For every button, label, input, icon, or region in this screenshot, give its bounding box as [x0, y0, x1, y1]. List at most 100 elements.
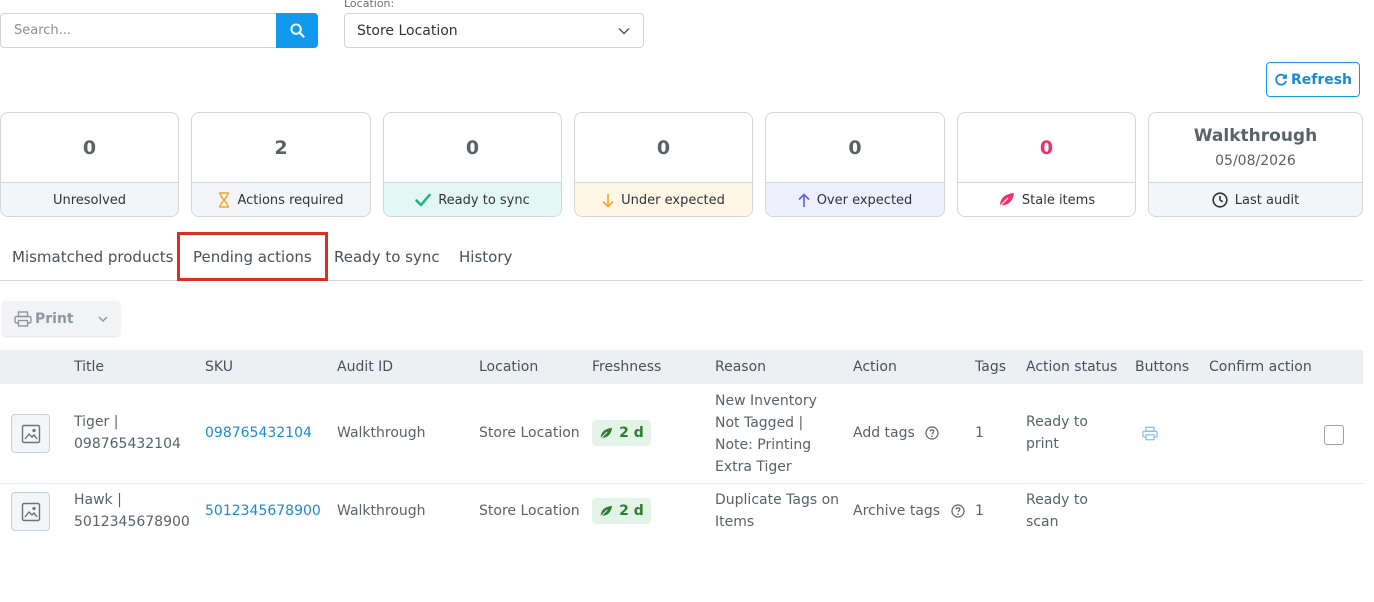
tab-pending-actions[interactable]: Pending actions — [177, 232, 328, 281]
product-title: Tiger | 098765432104 — [74, 411, 181, 455]
chevron-down-icon — [618, 27, 630, 35]
stat-card-ready-to-sync[interactable]: 0 Ready to sync — [383, 112, 562, 217]
tab-ready-to-sync[interactable]: Ready to sync — [334, 247, 440, 266]
reason-line: Not Tagged | — [715, 415, 804, 431]
check-icon — [415, 193, 431, 207]
action-status: Ready to print — [1026, 411, 1088, 455]
reason-line: Note: Printing — [715, 437, 812, 453]
table-header: Title SKU Audit ID Location Freshness Re… — [0, 350, 1363, 384]
action-cell: Add tags — [853, 422, 939, 444]
stat-value: 0 — [656, 136, 671, 159]
image-icon — [21, 502, 40, 521]
column-header-sku[interactable]: SKU — [205, 359, 233, 375]
stat-value: 0 — [465, 136, 480, 159]
freshness-value: 2 d — [619, 425, 644, 441]
action-status: Ready to scan — [1026, 489, 1088, 533]
stat-footer: Ready to sync — [384, 182, 561, 216]
search-bar — [0, 13, 318, 48]
column-header-buttons: Buttons — [1135, 359, 1190, 375]
table-row: Tiger | 098765432104 098765432104 Walkth… — [0, 384, 1363, 484]
action-label: Add tags — [853, 425, 915, 441]
search-icon — [289, 23, 305, 38]
column-header-action[interactable]: Action — [853, 359, 897, 375]
refresh-button[interactable]: Refresh — [1266, 62, 1360, 97]
tab-bar: Mismatched products Pending actions Read… — [0, 232, 1363, 281]
help-icon[interactable] — [925, 426, 939, 440]
location-select[interactable]: Store Location — [344, 13, 644, 48]
stat-card-unresolved[interactable]: 0 Unresolved — [0, 112, 179, 217]
print-label-button[interactable] — [1142, 426, 1158, 445]
action-cell: Archive tags — [853, 500, 965, 522]
column-header-audit-id[interactable]: Audit ID — [337, 359, 394, 375]
leaf-icon — [998, 193, 1014, 208]
stat-footer: Last audit — [1149, 182, 1362, 216]
column-header-location[interactable]: Location — [479, 359, 539, 375]
freshness-value: 2 d — [619, 503, 644, 519]
hourglass-icon — [219, 192, 230, 208]
refresh-label: Refresh — [1290, 71, 1353, 88]
stat-value: 2 — [274, 136, 288, 159]
reason-line: Extra Tiger — [715, 459, 792, 475]
column-header-title[interactable]: Title — [74, 359, 105, 375]
print-dropdown-button[interactable]: Print — [2, 301, 120, 336]
table-row: Hawk | 5012345678900 5012345678900 Walkt… — [0, 484, 1363, 540]
arrow-up-icon — [798, 192, 810, 207]
print-label: Print — [35, 310, 74, 327]
confirm-action-checkbox[interactable] — [1324, 425, 1344, 445]
tags-count: 1 — [975, 425, 984, 441]
clock-icon — [1212, 192, 1228, 208]
stat-card-under-expected[interactable]: 0 Under expected — [574, 112, 753, 217]
stat-value: 0 — [1039, 136, 1054, 159]
column-header-reason[interactable]: Reason — [715, 359, 767, 375]
action-status-line: scan — [1026, 514, 1059, 530]
stat-label: Under expected — [621, 192, 725, 208]
help-icon[interactable] — [950, 504, 965, 518]
sku-link[interactable]: 5012345678900 — [205, 503, 321, 519]
sku-link[interactable]: 098765432104 — [205, 425, 312, 441]
tab-history[interactable]: History — [459, 247, 513, 266]
location-select-value: Store Location — [357, 22, 458, 39]
location-label: Location: — [344, 0, 395, 10]
column-header-freshness[interactable]: Freshness — [592, 359, 662, 375]
location-cell: Store Location — [479, 425, 580, 441]
action-status-line: Ready to — [1026, 492, 1088, 508]
column-header-tags[interactable]: Tags — [975, 359, 1006, 375]
action-status-line: print — [1026, 436, 1059, 452]
stat-footer: Stale items — [958, 182, 1135, 216]
stat-card-actions-required[interactable]: 2 Actions required — [191, 112, 371, 217]
stat-label: Actions required — [237, 192, 344, 208]
reason-line: New Inventory — [715, 393, 817, 409]
chevron-down-icon — [98, 315, 108, 322]
search-button[interactable] — [276, 13, 318, 48]
stat-label: Over expected — [816, 192, 913, 208]
tab-mismatched-products[interactable]: Mismatched products — [12, 247, 174, 266]
product-title-line: 5012345678900 — [74, 514, 190, 530]
refresh-icon — [1275, 73, 1287, 86]
image-icon — [21, 424, 40, 443]
stat-card-stale-items[interactable]: 0 Stale items — [957, 112, 1136, 217]
product-title-line: 098765432104 — [74, 436, 181, 452]
stat-label: Stale items — [1021, 192, 1096, 208]
reason: New Inventory Not Tagged | Note: Printin… — [715, 390, 817, 478]
product-thumbnail — [11, 492, 50, 531]
reason: Duplicate Tags on Items — [715, 489, 839, 533]
search-input[interactable] — [0, 13, 276, 48]
column-header-action-status[interactable]: Action status — [1026, 359, 1118, 375]
product-thumbnail — [11, 414, 50, 453]
product-title: Hawk | 5012345678900 — [74, 489, 190, 533]
stat-footer: Unresolved — [1, 182, 178, 216]
stat-label: Unresolved — [52, 192, 127, 208]
column-header-confirm-action: Confirm action — [1209, 359, 1312, 375]
stat-label: Last audit — [1234, 192, 1300, 208]
stat-card-over-expected[interactable]: 0 Over expected — [765, 112, 945, 217]
location-cell: Store Location — [479, 503, 580, 519]
audit-id: Walkthrough — [337, 425, 426, 441]
stat-card-last-audit[interactable]: Walkthrough 05/08/2026 Last audit — [1148, 112, 1363, 217]
product-title-line: Hawk | — [74, 492, 122, 508]
freshness-badge: 2 d — [592, 498, 651, 524]
stat-footer: Actions required — [192, 182, 370, 216]
action-status-line: Ready to — [1026, 414, 1088, 430]
stat-label: Ready to sync — [438, 192, 530, 208]
stat-footer: Under expected — [575, 182, 752, 216]
printer-icon — [14, 310, 32, 327]
